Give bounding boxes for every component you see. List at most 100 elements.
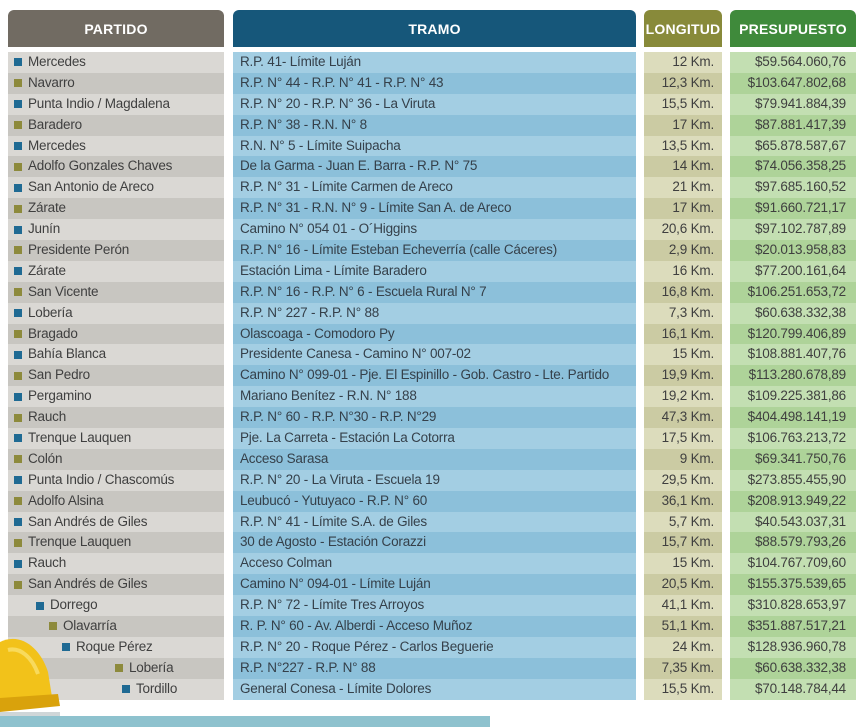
cell-longitud: 9 Km. [644,448,722,470]
cell-longitud: 15,5 Km. [644,678,722,700]
header-longitud: LONGITUD [644,10,722,47]
cell-longitud: 13,5 Km. [644,135,722,157]
table-row: Pergamino Mariano Benítez - R.N. N° 188 19… [0,386,862,408]
cell-longitud: 17,5 Km. [644,428,722,449]
cell-presupuesto: $20.013.958,83 [730,240,856,261]
cell-tramo: R.P. N° 72 - Límite Tres Arroyos [233,595,636,617]
cell-presupuesto: $59.564.060,76 [730,52,856,73]
partido-label: Adolfo Alsina [28,492,104,508]
partido-label: Roque Pérez [76,638,153,654]
table-row: Tordillo General Conesa - Límite Dolores 1… [0,678,862,700]
partido-label: Dorrego [50,597,98,613]
cell-longitud: 19,9 Km. [644,365,722,387]
bullet-square-icon [14,497,22,506]
cell-longitud: 15 Km. [644,344,722,366]
table-row: Adolfo Gonzales Chaves De la Garma - Juan… [0,156,862,178]
table-row: Punta Indio / Magdalena R.P. N° 20 - R.P.… [0,93,862,115]
cell-longitud: 15,5 Km. [644,93,722,115]
cell-partido: Olavarría [8,616,224,637]
table-row: Trenque Lauquen Pje. La Carreta - Estació… [0,428,862,449]
bullet-square-icon [49,622,57,631]
cell-partido: Adolfo Gonzales Chaves [8,156,224,178]
partido-label: Presidente Perón [28,242,130,258]
cell-tramo: Camino N° 094-01 - Límite Luján [233,574,636,596]
partido-label: Olavarría [63,618,117,634]
partido-label: Adolfo Gonzales Chaves [28,158,173,174]
table-row: Lobería R.P. N°227 - R.P. N° 88 7,35 Km. $6… [0,657,862,679]
cell-longitud: 29,5 Km. [644,469,722,491]
cell-partido: Junín [8,219,224,241]
cell-tramo: R.P. N° 44 - R.P. N° 41 - R.P. N° 43 [233,72,636,94]
bullet-square-icon [14,58,22,67]
cell-presupuesto: $108.881.407,76 [730,344,856,366]
bullet-square-icon [14,392,22,401]
table-row: Olavarría R. P. N° 60 - Av. Alberdi - Acc… [0,616,862,637]
cell-longitud: 7,3 Km. [644,302,722,324]
cell-partido: San Andrés de Giles [8,511,224,533]
bullet-square-icon [122,685,130,694]
cell-presupuesto: $60.638.332,38 [730,657,856,679]
table-row: Trenque Lauquen 30 de Agosto - Estación C… [0,532,862,554]
partido-label: Trenque Lauquen [28,430,132,446]
cell-longitud: 47,3 Km. [644,407,722,429]
cell-partido: Lobería [8,302,224,324]
table-row: Roque Pérez R.P. N° 20 - Roque Pérez - Ca… [0,636,862,658]
cell-tramo: R.N. N° 5 - Límite Suipacha [233,135,636,157]
cell-partido: Punta Indio / Magdalena [8,93,224,115]
cell-presupuesto: $273.855.455,90 [730,469,856,491]
cell-partido: Bahía Blanca [8,344,224,366]
table-row: Bragado Olascoaga - Comodoro Py 16,1 Km. $1… [0,323,862,345]
table-row: Baradero R.P. N° 38 - R.N. N° 8 17 Km. $87.… [0,114,862,136]
table-row: Mercedes R.P. 41- Límite Luján 12 Km. $59.5… [0,52,862,73]
cell-partido: Punta Indio / Chascomús [8,469,224,491]
cell-tramo: R.P. N° 20 - Roque Pérez - Carlos Beguer… [233,636,636,658]
cell-longitud: 16 Km. [644,260,722,282]
cell-tramo: Olascoaga - Comodoro Py [233,323,636,345]
cell-longitud: 5,7 Km. [644,511,722,533]
table-row: San Antonio de Areco R.P. N° 31 - Límite … [0,177,862,199]
partido-label: Lobería [129,659,174,675]
cell-presupuesto: $65.878.587,67 [730,135,856,157]
cell-presupuesto: $310.828.653,97 [730,595,856,617]
bullet-square-icon [14,100,22,109]
table-row: Adolfo Alsina Leubucó - Yutuyaco - R.P. N… [0,490,862,512]
bullet-square-icon [14,246,22,255]
table-row: Navarro R.P. N° 44 - R.P. N° 41 - R.P. N°… [0,72,862,94]
cell-presupuesto: $97.685.160,52 [730,177,856,199]
cell-tramo: General Conesa - Límite Dolores [233,678,636,700]
hard-hat-icon [0,638,60,727]
bullet-square-icon [14,518,22,527]
partido-label: San Andrés de Giles [28,576,148,592]
cell-partido: Adolfo Alsina [8,490,224,512]
bullet-square-icon [14,162,22,171]
bullet-square-icon [14,309,22,318]
bullet-square-icon [14,434,22,443]
table-row: Zárate Estación Lima - Límite Baradero 16 … [0,260,862,282]
cell-tramo: R.P. 41- Límite Luján [233,52,636,73]
partido-label: Tordillo [136,680,178,696]
cell-partido: Zárate [8,260,224,282]
cell-longitud: 15 Km. [644,553,722,575]
cell-tramo: R.P. N° 31 - Límite Carmen de Areco [233,177,636,199]
cell-presupuesto: $74.056.358,25 [730,156,856,178]
bullet-square-icon [36,601,44,610]
bullet-square-icon [14,288,22,297]
table-row: Mercedes R.N. N° 5 - Límite Suipacha 13,5 … [0,135,862,157]
cell-partido: Dorrego [8,595,224,617]
partido-label: Bragado [28,325,78,341]
cell-tramo: R.P. N° 16 - Límite Esteban Echeverría (… [233,240,636,261]
cell-longitud: 15,7 Km. [644,532,722,554]
cell-tramo: R.P. N° 60 - R.P. N°30 - R.P. N°29 [233,407,636,429]
cell-tramo: Camino N° 099-01 - Pje. El Espinillo - G… [233,365,636,387]
cell-tramo: Presidente Canesa - Camino N° 007-02 [233,344,636,366]
cell-presupuesto: $109.225.381,86 [730,386,856,408]
bullet-square-icon [14,225,22,234]
partido-label: Punta Indio / Chascomús [28,471,175,487]
cell-partido: Presidente Perón [8,240,224,261]
table-row: San Andrés de Giles Camino N° 094-01 - Lí… [0,574,862,596]
table-body: Mercedes R.P. 41- Límite Luján 12 Km. $59.5… [0,52,862,700]
cell-longitud: 20,5 Km. [644,574,722,596]
bullet-square-icon [14,350,22,359]
cell-presupuesto: $106.763.213,72 [730,428,856,449]
table-row: Presidente Perón R.P. N° 16 - Límite Este… [0,240,862,261]
